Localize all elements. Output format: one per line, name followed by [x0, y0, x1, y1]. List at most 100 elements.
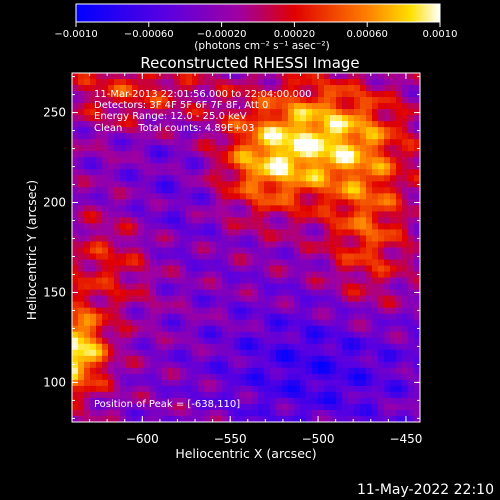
heatmap-cell: [84, 73, 91, 80]
heatmap-cell: [96, 349, 103, 357]
heatmap-cell: [144, 103, 151, 110]
heatmap-cell: [366, 313, 373, 321]
heatmap-cell: [126, 205, 133, 212]
heatmap-cell: [234, 337, 241, 345]
heatmap-cell: [414, 283, 420, 291]
heatmap-cell: [192, 409, 199, 417]
heatmap-cell: [72, 247, 79, 255]
heatmap-cell: [312, 253, 319, 261]
heatmap-cell: [396, 367, 403, 375]
heatmap-cell: [300, 103, 307, 110]
heatmap-cell: [78, 223, 85, 231]
heatmap-cell: [144, 283, 151, 291]
heatmap-cell: [342, 205, 349, 212]
heatmap-cell: [90, 109, 97, 116]
heatmap-cell: [168, 289, 175, 297]
heatmap-cell: [150, 415, 157, 422]
heatmap-cell: [72, 127, 79, 134]
heatmap-cell: [204, 415, 211, 422]
heatmap-cell: [264, 325, 271, 333]
heatmap-cell: [318, 163, 325, 170]
heatmap-cell: [114, 211, 121, 219]
heatmap-cell: [222, 97, 229, 104]
heatmap-cell: [72, 403, 79, 411]
heatmap-cell: [396, 97, 403, 104]
heatmap-cell: [246, 187, 253, 194]
heatmap-cell: [312, 211, 319, 219]
heatmap-cell: [366, 163, 373, 170]
heatmap-cell: [390, 409, 397, 417]
heatmap-cell: [294, 85, 301, 92]
heatmap-cell: [384, 163, 391, 170]
heatmap-cell: [210, 217, 217, 225]
heatmap-cell: [330, 97, 337, 104]
heatmap-cell: [156, 193, 163, 200]
heatmap-cell: [234, 133, 241, 140]
heatmap-cell: [120, 253, 127, 261]
heatmap-cell: [228, 265, 235, 273]
heatmap-cell: [150, 211, 157, 219]
heatmap-cell: [402, 319, 409, 327]
heatmap-cell: [162, 235, 169, 243]
heatmap-cell: [108, 79, 115, 86]
heatmap-cell: [366, 307, 373, 315]
heatmap-cell: [234, 313, 241, 321]
heatmap-cell: [198, 343, 205, 351]
heatmap-cell: [120, 349, 127, 357]
heatmap-cell: [228, 373, 235, 381]
heatmap-cell: [324, 415, 331, 422]
heatmap-cell: [174, 187, 181, 194]
heatmap-cell: [180, 241, 187, 249]
heatmap-cell: [132, 313, 139, 321]
heatmap-cell: [288, 283, 295, 291]
heatmap-cell: [294, 379, 301, 387]
heatmap-cell: [102, 265, 109, 273]
heatmap-cell: [222, 157, 229, 164]
heatmap-cell: [408, 145, 415, 152]
heatmap-cell: [72, 271, 79, 279]
heatmap-cell: [402, 109, 409, 116]
heatmap-cell: [210, 415, 217, 422]
heatmap-cell: [126, 193, 133, 200]
heatmap-cell: [276, 193, 283, 200]
heatmap-cell: [162, 343, 169, 351]
heatmap-cell: [240, 391, 247, 399]
heatmap-cell: [162, 367, 169, 375]
heatmap-cell: [414, 385, 420, 393]
heatmap-cell: [306, 205, 313, 212]
heatmap-cell: [384, 229, 391, 237]
heatmap-cell: [246, 193, 253, 200]
heatmap-cell: [132, 139, 139, 146]
heatmap-cell: [192, 325, 199, 333]
heatmap-cell: [108, 241, 115, 249]
heatmap-cell: [192, 205, 199, 212]
heatmap-cell: [204, 199, 211, 206]
heatmap-cell: [156, 235, 163, 243]
heatmap-cell: [330, 133, 337, 140]
heatmap-cell: [372, 79, 379, 86]
heatmap-cell: [144, 79, 151, 86]
heatmap-cell: [96, 289, 103, 297]
heatmap-cell: [348, 355, 355, 363]
heatmap-cell: [72, 331, 79, 339]
heatmap-cell: [180, 307, 187, 315]
heatmap-cell: [210, 397, 217, 405]
heatmap-cell: [366, 73, 373, 80]
heatmap-cell: [108, 223, 115, 231]
heatmap-cell: [270, 235, 277, 243]
heatmap-cell: [252, 85, 259, 92]
heatmap-cell: [84, 247, 91, 255]
heatmap-cell: [396, 337, 403, 345]
heatmap-cell: [282, 343, 289, 351]
heatmap-cell: [192, 217, 199, 225]
heatmap-cell: [132, 115, 139, 122]
heatmap-cell: [342, 373, 349, 381]
heatmap-cell: [144, 367, 151, 375]
heatmap-cell: [408, 181, 415, 188]
heatmap-cell: [186, 301, 193, 309]
heatmap-cell: [282, 193, 289, 200]
heatmap-cell: [240, 373, 247, 381]
heatmap-cell: [114, 79, 121, 86]
heatmap-cell: [252, 319, 259, 327]
heatmap-cell: [168, 373, 175, 381]
